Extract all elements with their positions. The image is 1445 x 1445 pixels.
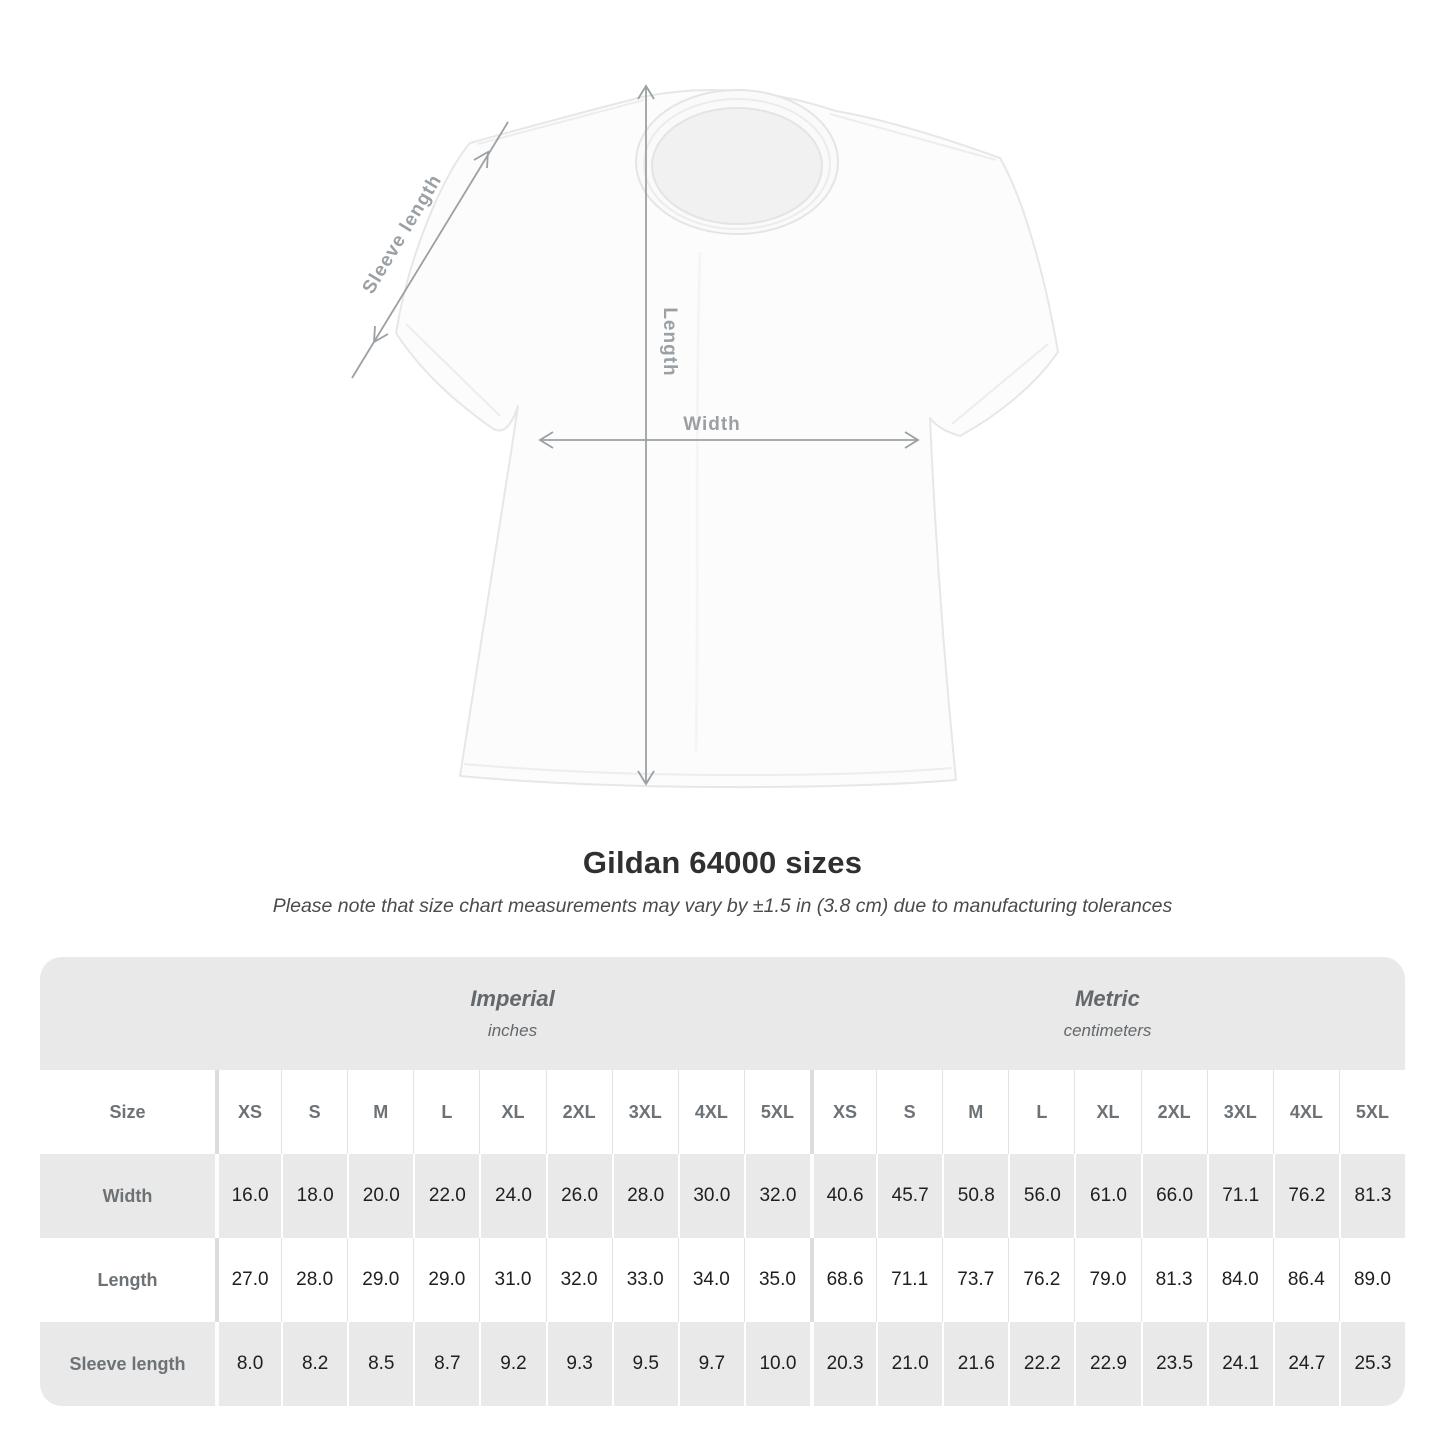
value-cell: 9.5 <box>611 1322 678 1406</box>
value-cell: 31.0 <box>479 1238 545 1322</box>
size-corner-cell: Size <box>109 1101 146 1122</box>
size-header-cell: S <box>281 1070 347 1154</box>
value-cell: 32.0 <box>545 1238 612 1322</box>
value-cell: 8.5 <box>347 1322 414 1406</box>
size-header-cell: M <box>942 1070 1008 1154</box>
size-header-cell: 3XL <box>611 1070 678 1154</box>
metric-label: Metric <box>1075 986 1140 1011</box>
value-cell: 76.2 <box>1008 1238 1074 1322</box>
value-cell: 22.2 <box>1008 1322 1075 1406</box>
value-cell: 76.2 <box>1272 1154 1339 1238</box>
row-label-cell: Sleeve length <box>40 1322 215 1406</box>
value-cell: 10.0 <box>743 1322 810 1406</box>
value-cell: 86.4 <box>1272 1238 1339 1322</box>
length-measure-label: Length <box>659 307 680 376</box>
collar <box>635 89 839 235</box>
value-cell: 40.6 <box>810 1154 877 1238</box>
tshirt-diagram: Width Length Sleeve length <box>351 84 1059 789</box>
value-cell: 28.0 <box>281 1238 347 1322</box>
measurement-arrows <box>351 84 920 786</box>
metric-header: Metric centimeters <box>810 957 1405 1070</box>
value-cell: 84.0 <box>1206 1238 1273 1322</box>
value-cell: 8.2 <box>281 1322 348 1406</box>
value-cell: 56.0 <box>1008 1154 1075 1238</box>
tolerance-note: Please note that size chart measurements… <box>272 895 1173 917</box>
value-cell: 81.3 <box>1338 1154 1405 1238</box>
value-cell: 8.0 <box>215 1322 282 1406</box>
value-cell: 24.7 <box>1272 1322 1339 1406</box>
value-cell: 9.3 <box>545 1322 612 1406</box>
value-cell: 29.0 <box>413 1238 479 1322</box>
value-cell: 24.0 <box>479 1154 546 1238</box>
size-header-cell: 4XL <box>1272 1070 1339 1154</box>
value-cell: 35.0 <box>743 1238 810 1322</box>
size-header-cell: 5XL <box>743 1070 810 1154</box>
value-cell: 21.0 <box>876 1322 943 1406</box>
value-cell: 73.7 <box>942 1238 1008 1322</box>
value-cell: 9.7 <box>677 1322 744 1406</box>
value-cell: 34.0 <box>677 1238 744 1322</box>
value-cell: 61.0 <box>1074 1154 1141 1238</box>
value-cell: 71.1 <box>1206 1154 1273 1238</box>
value-cell: 29.0 <box>347 1238 413 1322</box>
row-label-cell: Width <box>40 1154 215 1238</box>
value-cell: 23.5 <box>1140 1322 1207 1406</box>
value-cell: 68.6 <box>810 1238 876 1322</box>
length-arrow <box>637 84 655 786</box>
value-cell: 89.0 <box>1338 1238 1405 1322</box>
value-cell: 79.0 <box>1074 1238 1140 1322</box>
sleeve-length-arrow <box>351 121 509 379</box>
value-cell: 33.0 <box>611 1238 678 1322</box>
value-cell: 32.0 <box>743 1154 810 1238</box>
size-grid: Size XS S M L XL 2XL 3XL 4XL 5XL XS S M L XL 2XL 3XL 4XL 5… <box>40 1070 1405 1406</box>
size-header-cell: XL <box>479 1070 545 1154</box>
metric-unit-label: centimeters <box>1063 1021 1152 1040</box>
value-cell: 8.7 <box>413 1322 480 1406</box>
size-header-cell: 2XL <box>545 1070 612 1154</box>
size-header-cell: L <box>413 1070 479 1154</box>
size-header-cell: XS <box>810 1070 876 1154</box>
size-header-cell: 3XL <box>1206 1070 1273 1154</box>
imperial-label: Imperial <box>470 986 555 1011</box>
value-cell: 9.2 <box>479 1322 546 1406</box>
value-cell: 45.7 <box>876 1154 943 1238</box>
seam-lines <box>405 99 1049 777</box>
value-cell: 16.0 <box>215 1154 282 1238</box>
band-spacer <box>40 957 215 1070</box>
size-header-cell: S <box>876 1070 942 1154</box>
size-header-cell: L <box>1008 1070 1074 1154</box>
row-label-cell: Length <box>97 1269 158 1290</box>
width-arrow <box>538 431 920 449</box>
value-cell: 20.3 <box>810 1322 877 1406</box>
value-cell: 71.1 <box>876 1238 942 1322</box>
value-cell: 22.0 <box>413 1154 480 1238</box>
value-cell: 20.0 <box>347 1154 414 1238</box>
value-cell: 30.0 <box>677 1154 744 1238</box>
value-cell: 21.6 <box>942 1322 1009 1406</box>
value-cell: 25.3 <box>1338 1322 1405 1406</box>
size-header-cell: XS <box>215 1070 281 1154</box>
value-cell: 24.1 <box>1206 1322 1273 1406</box>
size-header-cell: XL <box>1074 1070 1140 1154</box>
size-header-cell: M <box>347 1070 413 1154</box>
value-cell: 81.3 <box>1140 1238 1207 1322</box>
width-measure-label: Width <box>683 414 741 435</box>
imperial-unit-label: inches <box>487 1021 538 1040</box>
value-cell: 27.0 <box>215 1238 281 1322</box>
value-cell: 18.0 <box>281 1154 348 1238</box>
unit-header-band: Imperial inches Metric centimeters <box>40 957 1405 1070</box>
value-cell: 50.8 <box>942 1154 1009 1238</box>
value-cell: 26.0 <box>545 1154 612 1238</box>
imperial-header: Imperial inches <box>215 957 810 1070</box>
size-table: Imperial inches Metric centimeters Size X… <box>40 957 1405 1406</box>
tshirt-silhouette <box>395 89 1059 789</box>
value-cell: 22.9 <box>1074 1322 1141 1406</box>
value-cell: 28.0 <box>611 1154 678 1238</box>
size-header-cell: 5XL <box>1338 1070 1405 1154</box>
value-cell: 66.0 <box>1140 1154 1207 1238</box>
page-title: Gildan 64000 sizes <box>582 845 863 880</box>
size-header-cell: 2XL <box>1140 1070 1207 1154</box>
size-header-cell: 4XL <box>677 1070 744 1154</box>
